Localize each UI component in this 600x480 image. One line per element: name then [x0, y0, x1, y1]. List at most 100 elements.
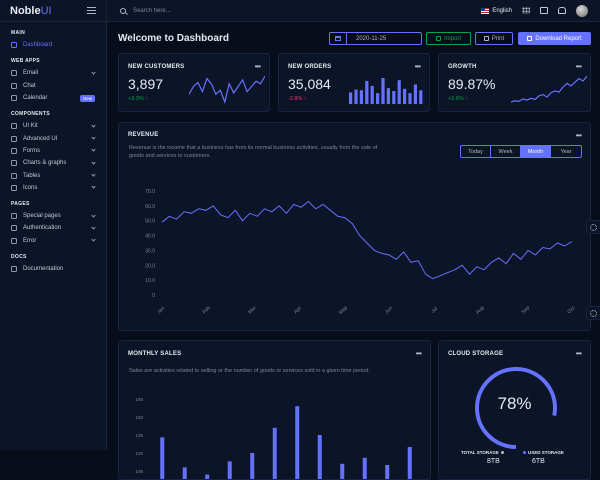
- sidebar-item-special-pages[interactable]: Special pages: [0, 210, 106, 222]
- more-options-icon[interactable]: •••: [255, 62, 260, 71]
- sidebar-item-label: Icons: [23, 185, 37, 191]
- tab-year[interactable]: Year: [551, 146, 581, 157]
- sparkline-bar: [398, 80, 401, 104]
- brand-logo[interactable]: NobleUI: [10, 5, 52, 17]
- sidebar-item-label: Forms: [23, 148, 40, 154]
- sparkline-bar: [403, 89, 406, 104]
- download-report-button[interactable]: Download Report: [518, 32, 591, 45]
- chevron-down-icon: [91, 148, 95, 152]
- us-flag-icon: [481, 8, 489, 14]
- period-tabs: Today Week Month Year: [460, 145, 582, 158]
- sales-bar: [160, 437, 164, 479]
- language-selector[interactable]: English: [481, 8, 512, 14]
- import-label: Import: [444, 36, 461, 42]
- sidebar-item-charts-graphs[interactable]: Charts & graphs: [0, 157, 106, 169]
- sales-bar: [295, 406, 299, 479]
- sidebar-section-title: COMPONENTS: [0, 111, 106, 117]
- stat-delta: +3.3% ↑: [128, 96, 148, 102]
- sidebar-item-chat[interactable]: Chat: [0, 80, 106, 92]
- avatar[interactable]: [576, 5, 588, 17]
- tab-week[interactable]: Week: [491, 146, 521, 157]
- more-options-icon[interactable]: •••: [576, 349, 581, 358]
- print-label: Print: [492, 36, 504, 42]
- sparkline-series: [511, 76, 587, 102]
- sidebar-item-email[interactable]: Email: [0, 67, 106, 79]
- search-input[interactable]: Search here...: [133, 8, 171, 14]
- sidebar-item-icons[interactable]: Icons: [0, 182, 106, 194]
- sparkline-bar: [360, 90, 363, 104]
- more-options-icon[interactable]: •••: [415, 62, 420, 71]
- sidebar-item-error[interactable]: Error: [0, 235, 106, 247]
- sales-bar: [408, 447, 412, 479]
- sidebar-item-authentication[interactable]: Authentication: [0, 222, 106, 234]
- printer-icon: [484, 36, 489, 41]
- download-cloud-icon: [527, 36, 532, 41]
- sidebar-item-ui-kit[interactable]: UI Kit: [0, 120, 106, 132]
- box-icon: [11, 42, 17, 48]
- apps-grid-icon[interactable]: [522, 7, 530, 14]
- sidebar-section-title: WEB APPS: [0, 58, 106, 64]
- more-options-icon[interactable]: •••: [576, 131, 581, 140]
- x-tick-label: May: [338, 304, 349, 315]
- print-button[interactable]: Print: [475, 32, 513, 45]
- sidebar-toggle-icon[interactable]: [87, 7, 96, 14]
- sidebar-item-advanced-ui[interactable]: Advanced UI: [0, 132, 106, 144]
- sparkline-bar: [376, 93, 379, 104]
- calendar-icon: [330, 33, 347, 44]
- pie-chart-icon: [11, 160, 17, 166]
- settings-gear-icon[interactable]: [586, 220, 600, 234]
- more-options-icon[interactable]: •••: [416, 349, 421, 358]
- x-tick-label: Oct: [566, 305, 576, 315]
- card-title: NEW CUSTOMERS: [128, 64, 185, 70]
- sidebar-item-dashboard[interactable]: Dashboard: [0, 39, 106, 51]
- main-content: Welcome to Dashboard 2020-11-25 Import P…: [107, 22, 600, 450]
- layout-icon: [11, 173, 17, 179]
- growth-sparkline: [511, 74, 587, 104]
- unlock-icon: [11, 225, 17, 231]
- sales-description: Sales are activities related to selling …: [129, 367, 424, 375]
- sales-bar: [318, 435, 322, 479]
- sales-bar: [228, 461, 232, 479]
- sidebar-section-title: MAIN: [0, 30, 106, 36]
- new-customers-card: NEW CUSTOMERS ••• 3,897 +3.3% ↑: [118, 53, 270, 112]
- x-tick-label: Jan: [156, 305, 166, 315]
- mail-icon[interactable]: [540, 7, 548, 14]
- card-title: REVENUE: [128, 132, 158, 138]
- cloud-off-icon: [11, 238, 17, 244]
- sidebar-item-forms[interactable]: Forms: [0, 145, 106, 157]
- sparkline-bar: [354, 90, 357, 104]
- tab-today[interactable]: Today: [461, 146, 491, 157]
- date-picker[interactable]: 2020-11-25: [329, 32, 422, 45]
- more-options-icon[interactable]: •••: [576, 62, 581, 71]
- import-button[interactable]: Import: [426, 32, 471, 45]
- chevron-down-icon: [91, 185, 95, 189]
- sidebar-item-documentation[interactable]: Documentation: [0, 263, 106, 275]
- y-tick-label: 105: [135, 469, 143, 474]
- mail-icon: [11, 70, 17, 76]
- stat-value: 3,897: [128, 76, 163, 92]
- y-tick-label: 60.0: [145, 204, 155, 210]
- sparkline-bar: [414, 85, 417, 105]
- tab-month[interactable]: Month: [521, 146, 551, 157]
- sidebar-item-label: Calendar: [23, 95, 47, 101]
- revenue-card: REVENUE ••• Revenue is the income that a…: [118, 122, 591, 331]
- settings-gear-icon[interactable]: [586, 306, 600, 320]
- x-tick-label: Sep: [520, 305, 531, 316]
- chevron-down-icon: [91, 136, 95, 140]
- sparkline-bar: [349, 92, 352, 104]
- message-icon: [11, 83, 17, 89]
- x-tick-label: Feb: [202, 305, 212, 315]
- chevron-down-icon: [91, 213, 95, 217]
- sidebar-section-title: DOCS: [0, 254, 106, 260]
- storage-percent: 78%: [439, 394, 590, 414]
- customers-sparkline: [189, 74, 265, 104]
- y-tick-label: 20.0: [145, 263, 155, 269]
- sidebar-item-label: Charts & graphs: [23, 160, 66, 166]
- sidebar-item-label: Authentication: [23, 225, 61, 231]
- bell-icon[interactable]: [558, 7, 566, 14]
- sidebar-item-tables[interactable]: Tables: [0, 169, 106, 181]
- search-box[interactable]: Search here...: [120, 8, 171, 14]
- sales-bar: [385, 465, 389, 479]
